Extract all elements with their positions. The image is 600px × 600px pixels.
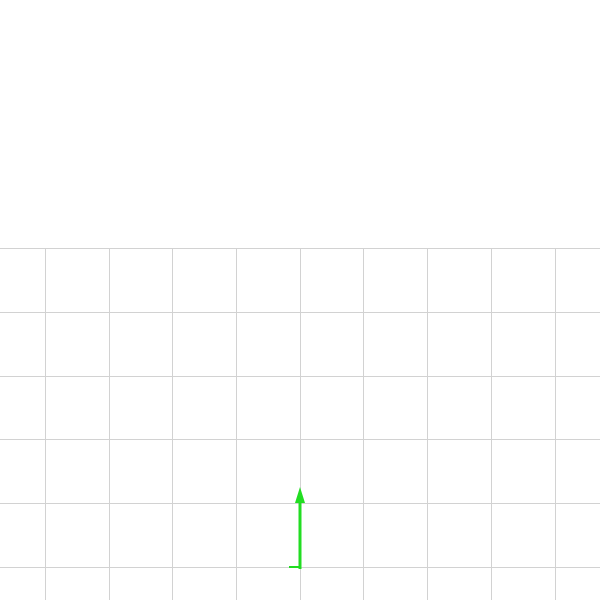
arrow-up-icon	[295, 487, 305, 503]
axes-gizmo[interactable]	[289, 487, 305, 569]
